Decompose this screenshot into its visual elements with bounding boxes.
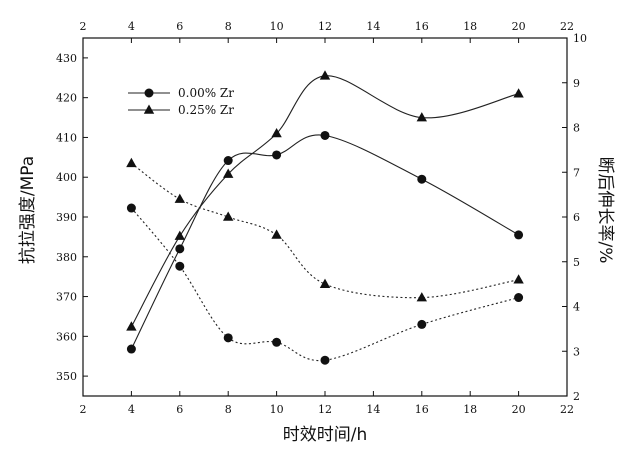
x-tick-label-bottom: 10: [270, 403, 284, 416]
y-right-tick-label: 6: [573, 211, 580, 224]
y-right-tick-label: 10: [573, 32, 587, 45]
x-tick-label-bottom: 14: [366, 403, 380, 416]
data-point-strength-zr000: [175, 244, 185, 254]
x-tick-label-bottom: 22: [560, 403, 574, 416]
y-right-tick-label: 4: [573, 301, 580, 314]
data-point-strength-zr025: [513, 88, 524, 98]
data-point-elongation-zr000: [514, 293, 524, 303]
data-point-elongation-zr025: [416, 292, 427, 302]
x-tick-label-top: 4: [128, 20, 135, 33]
legend-label: 0.00% Zr: [178, 86, 234, 100]
legend-marker: [144, 88, 154, 98]
data-point-elongation-zr025: [126, 157, 137, 168]
data-point-elongation-zr000: [272, 337, 282, 347]
y-left-tick-label: 360: [56, 330, 77, 343]
data-point-elongation-zr025: [319, 278, 331, 288]
x-tick-label-top: 2: [80, 20, 87, 33]
y-left-tick-label: 400: [56, 171, 77, 184]
data-point-strength-zr025: [271, 128, 282, 138]
y-left-axis-title: 抗拉强度/MPa: [18, 156, 38, 264]
y-left-tick-label: 410: [56, 131, 77, 144]
x-tick-label-top: 12: [318, 20, 332, 33]
x-tick-label-bottom: 2: [80, 403, 87, 416]
data-point-strength-zr025: [174, 230, 185, 240]
x-axis-title: 时效时间/h: [283, 425, 368, 445]
x-tick-label-top: 10: [270, 20, 284, 33]
x-tick-label-bottom: 20: [512, 403, 526, 416]
y-right-tick-label: 2: [573, 390, 580, 403]
x-tick-label-top: 18: [463, 20, 477, 33]
series-line-strength-zr000: [130, 134, 519, 350]
data-point-strength-zr000: [272, 150, 282, 160]
y-left-tick-label: 390: [56, 211, 77, 224]
data-point-elongation-zr000: [126, 203, 136, 213]
x-tick-label-top: 16: [415, 20, 429, 33]
data-point-elongation-zr000: [320, 355, 330, 365]
data-point-strength-zr000: [126, 344, 136, 354]
data-point-elongation-zr025: [174, 193, 185, 203]
data-point-strength-zr000: [514, 230, 524, 240]
x-tick-label-bottom: 6: [176, 403, 183, 416]
y-right-tick-label: 3: [573, 345, 580, 358]
y-right-tick-label: 9: [573, 77, 580, 90]
x-tick-label-top: 14: [366, 20, 380, 33]
data-point-elongation-zr025: [513, 274, 524, 284]
x-tick-label-bottom: 8: [225, 403, 232, 416]
data-point-elongation-zr000: [223, 333, 233, 343]
data-point-strength-zr025: [223, 168, 234, 178]
data-point-strength-zr025: [319, 70, 331, 80]
y-right-tick-label: 5: [573, 256, 580, 269]
y-left-tick-label: 350: [56, 370, 77, 383]
data-point-elongation-zr000: [417, 319, 427, 329]
x-tick-label-bottom: 18: [463, 403, 477, 416]
y-right-axis-title: 断后伸长率/%: [595, 157, 615, 264]
y-left-tick-label: 380: [56, 251, 77, 264]
y-left-tick-label: 370: [56, 291, 77, 304]
legend-label: 0.25% Zr: [178, 103, 234, 117]
plot-frame: [82, 37, 568, 397]
x-tick-label-top: 6: [176, 20, 183, 33]
x-tick-label-top: 8: [225, 20, 232, 33]
x-tick-label-bottom: 12: [318, 403, 332, 416]
y-left-tick-label: 430: [56, 52, 77, 65]
data-point-strength-zr025: [416, 112, 427, 122]
data-point-strength-zr000: [320, 130, 330, 140]
data-point-elongation-zr025: [271, 229, 282, 239]
x-tick-label-bottom: 16: [415, 403, 429, 416]
x-tick-label-top: 20: [512, 20, 526, 33]
data-point-elongation-zr000: [175, 261, 185, 271]
data-point-strength-zr025: [126, 321, 137, 331]
y-right-tick-label: 8: [573, 122, 580, 135]
data-point-elongation-zr025: [223, 211, 234, 221]
y-right-tick-label: 7: [573, 166, 580, 179]
series-line-elongation-zr025: [131, 162, 519, 299]
data-point-strength-zr000: [417, 174, 427, 184]
x-tick-label-top: 22: [560, 20, 574, 33]
data-point-strength-zr000: [223, 156, 233, 166]
x-tick-label-bottom: 4: [128, 403, 135, 416]
y-left-tick-label: 420: [56, 92, 77, 105]
legend-marker: [143, 104, 155, 114]
